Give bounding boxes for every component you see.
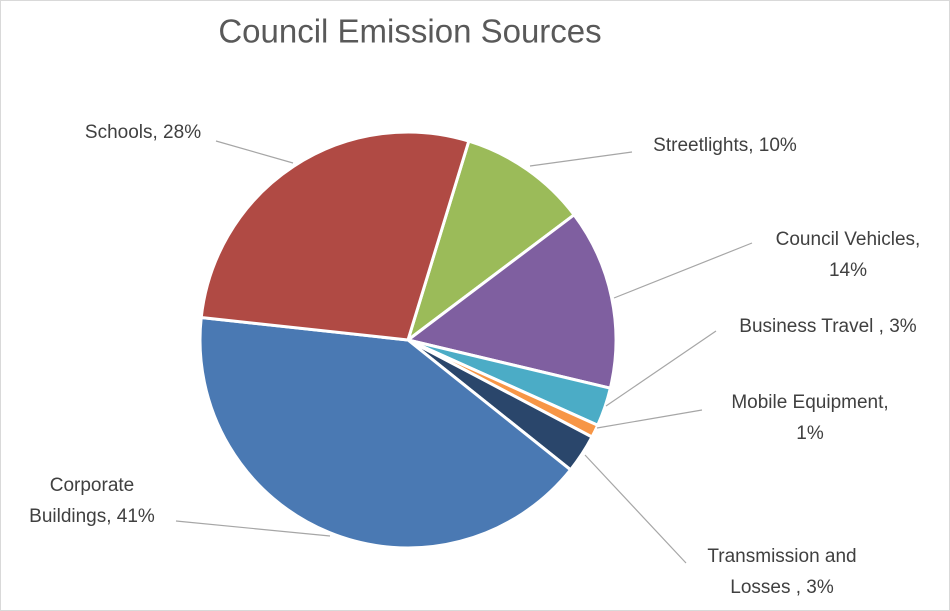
leader-line [175, 520, 331, 537]
pie-slice [405, 139, 577, 344]
data-label: 1% [796, 423, 824, 444]
data-label: Buildings, 41% [29, 506, 155, 527]
data-label: Losses , 3% [730, 577, 834, 598]
data-label: Business Travel , 3% [739, 316, 917, 337]
data-label: Streetlights, 10% [653, 135, 797, 156]
data-label: 14% [829, 260, 867, 281]
data-label: Transmission and [707, 546, 856, 567]
leader-line [584, 454, 687, 564]
data-label: Mobile Equipment, [731, 392, 888, 413]
pie-slice [198, 315, 573, 550]
data-label: Schools, 28% [85, 122, 201, 143]
leader-line [605, 330, 717, 407]
leader-line [596, 409, 703, 429]
leader-line [215, 140, 294, 164]
pie-slice [199, 130, 471, 342]
leader-line [529, 151, 633, 167]
data-label: Council Vehicles, [776, 229, 921, 250]
pie-slice [404, 212, 618, 391]
leader-line [613, 242, 753, 299]
chart-title: Council Emission Sources [218, 13, 601, 50]
data-label: Corporate [50, 475, 135, 496]
